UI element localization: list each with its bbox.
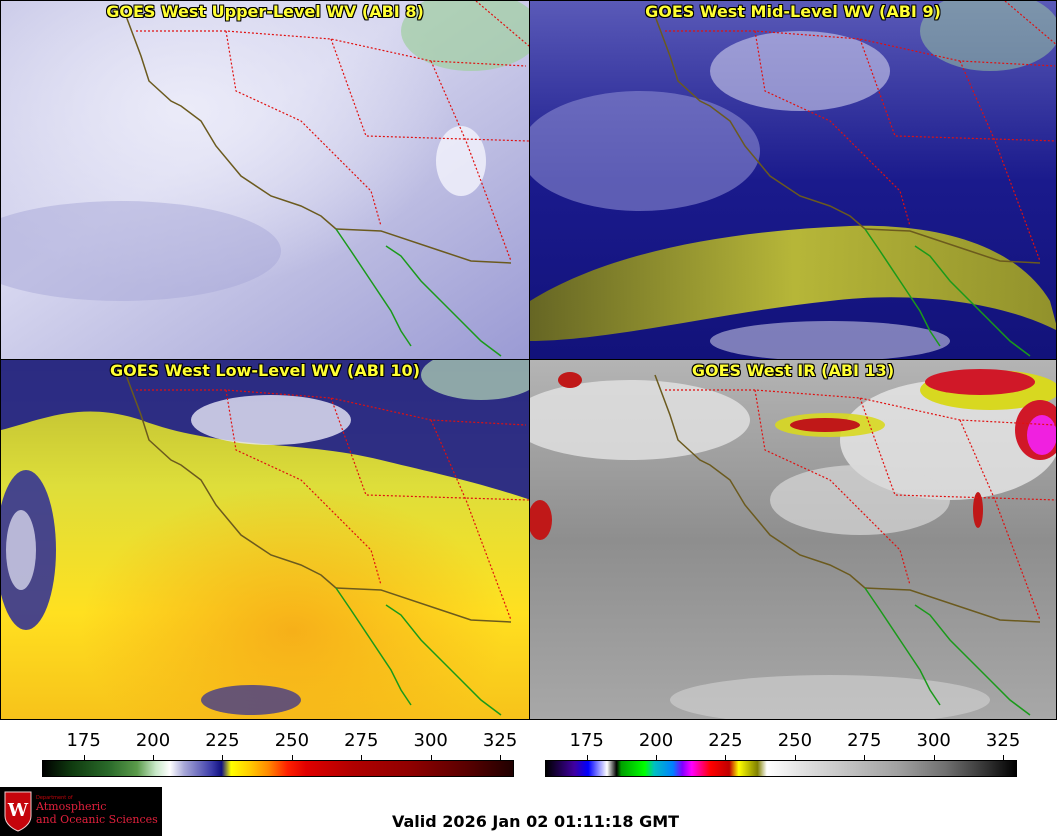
colorbar-tick-label: 325 <box>482 730 518 751</box>
panel-low-level-wv: GOES West Low-Level WV (ABI 10) <box>0 359 530 720</box>
colorbar-tick-label: 200 <box>135 730 171 751</box>
colorbar-tick <box>153 755 155 760</box>
colorbar-tick-label: 250 <box>777 730 813 751</box>
map-overlay-low <box>125 374 529 716</box>
colorbar-tick-label: 300 <box>916 730 951 751</box>
colorbar-tick <box>500 755 502 760</box>
colorbar-tick <box>222 755 224 760</box>
upper-level-wv-image <box>1 1 529 359</box>
colorbar-tick-label: 200 <box>638 730 674 751</box>
colorbar-tick <box>864 755 866 760</box>
panel-title-mid: GOES West Mid-Level WV (ABI 9) <box>645 2 941 21</box>
colorbar-tick <box>794 755 796 760</box>
panel-title-low: GOES West Low-Level WV (ABI 10) <box>109 361 420 380</box>
map-overlay-mid <box>654 1 1056 357</box>
mid-level-wv-image <box>530 1 1056 359</box>
colorbar-tick <box>291 755 293 760</box>
ir-image <box>530 360 1056 719</box>
panel-ir: GOES West IR (ABI 13) <box>529 359 1057 720</box>
aos-logo: W Department of Atmospheric and Oceanic … <box>0 787 162 836</box>
colorbar-tick <box>430 755 432 760</box>
colorbar-tick <box>1003 755 1005 760</box>
valid-time: Valid 2026 Jan 02 01:11:18 GMT <box>392 812 680 831</box>
panel-title-ir: GOES West IR (ABI 13) <box>691 361 895 380</box>
map-overlay-ir <box>654 374 1056 716</box>
colorbar-tick-label: 175 <box>66 730 101 751</box>
ir-colorbar <box>545 760 1017 777</box>
low-level-wv-image <box>1 360 529 719</box>
panel-upper-level-wv: GOES West Upper-Level WV (ABI 8) <box>0 0 530 360</box>
logo-line-2: and Oceanic Sciences <box>36 813 158 826</box>
colorbar-tick-label: 175 <box>569 730 604 751</box>
colorbar-tick <box>656 755 658 760</box>
logo-dept-text: Department of <box>36 795 73 801</box>
colorbar-tick <box>933 755 935 760</box>
colorbar-tick-label: 225 <box>205 730 240 751</box>
panel-title-upper: GOES West Upper-Level WV (ABI 8) <box>106 2 424 21</box>
colorbar-tick <box>361 755 363 760</box>
colorbar-tick-label: 250 <box>274 730 310 751</box>
ir-colorbar-labels: 175 200 225 250 275 300 325 <box>545 730 1020 760</box>
wv-colorbar-labels: 175 200 225 250 275 300 325 <box>42 730 517 760</box>
colorbar-tick-label: 275 <box>847 730 882 751</box>
uw-seal-icon: W <box>4 791 32 832</box>
colorbar-tick-label: 225 <box>708 730 743 751</box>
colorbar-tick-label: 300 <box>413 730 448 751</box>
colorbar-tick-label: 275 <box>344 730 379 751</box>
panel-mid-level-wv: GOES West Mid-Level WV (ABI 9) <box>529 0 1057 360</box>
logo-line-1: Atmospheric <box>36 800 107 813</box>
colorbar-tick <box>83 755 85 760</box>
wv-colorbar <box>42 760 514 777</box>
colorbar-tick <box>586 755 588 760</box>
map-overlay-upper <box>125 1 529 357</box>
svg-text:W: W <box>7 800 29 821</box>
colorbar-tick <box>725 755 727 760</box>
colorbar-tick-label: 325 <box>985 730 1021 751</box>
